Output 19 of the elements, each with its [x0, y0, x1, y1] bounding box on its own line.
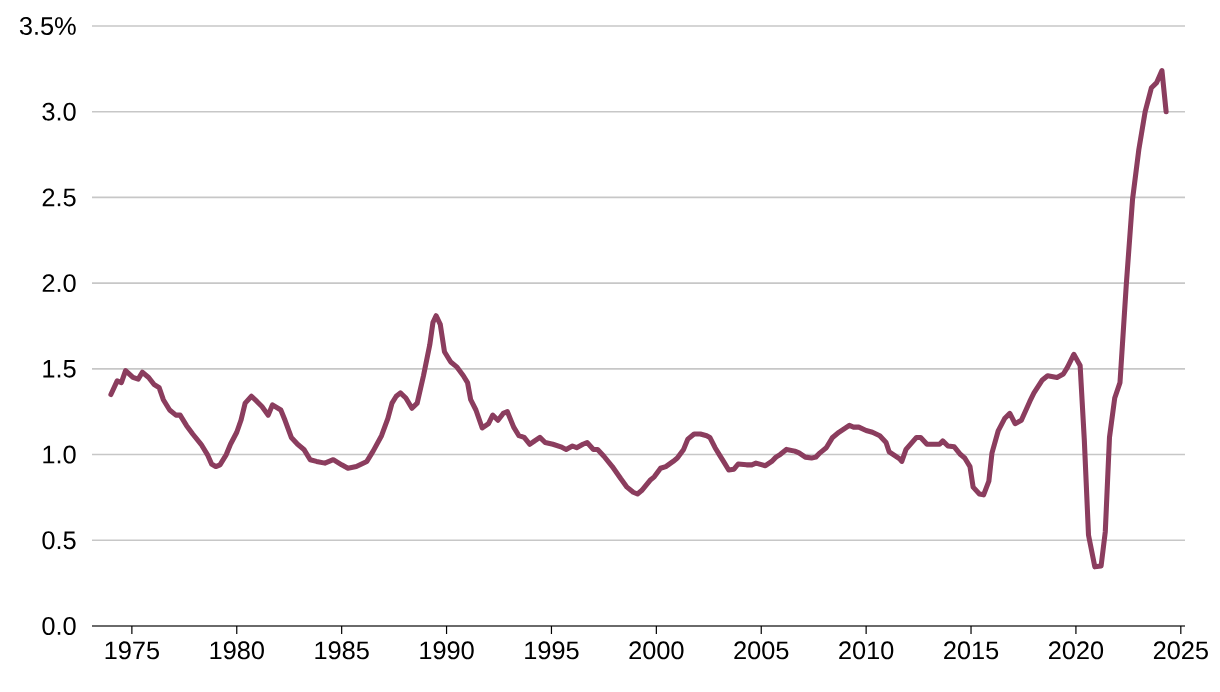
y-tick-label: 0.0 [42, 617, 76, 635]
y-tick-label: 0.5 [42, 531, 76, 550]
x-tick-label: 2015 [944, 641, 999, 660]
y-tick-label: 2.5 [42, 188, 76, 207]
x-tick-label: 2020 [1049, 641, 1104, 660]
y-tick-label: 3.0 [42, 102, 76, 121]
x-tick-label: 1990 [420, 641, 474, 660]
y-tick-label: 1.5 [43, 360, 76, 378]
x-tick-label: 1980 [210, 641, 264, 660]
x-tick-label: 1985 [315, 641, 369, 660]
x-tick-label: 2025 [1153, 641, 1208, 660]
y-tick-label: 2.0 [42, 274, 76, 293]
x-tick-label: 1995 [525, 641, 579, 660]
x-tick-label: 2005 [734, 641, 789, 660]
x-tick-label: 2010 [839, 641, 894, 660]
x-tick-label: 2000 [629, 641, 684, 660]
y-tick-label: 1.0 [43, 445, 76, 464]
x-tick-label: 1975 [105, 641, 159, 660]
y-tick-label: 3.5% [19, 17, 76, 35]
